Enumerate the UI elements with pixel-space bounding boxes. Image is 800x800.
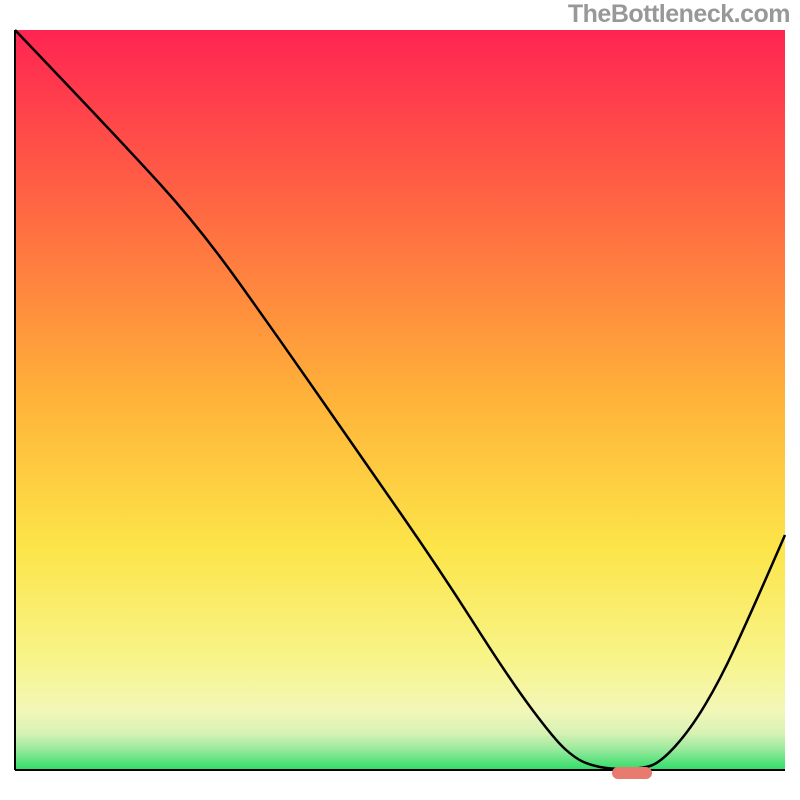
optimal-marker	[612, 767, 652, 779]
bottleneck-curve-chart	[0, 0, 800, 800]
chart-container: TheBottleneck.com	[0, 0, 800, 800]
watermark-label: TheBottleneck.com	[568, 0, 790, 29]
chart-plot-background	[15, 30, 785, 770]
